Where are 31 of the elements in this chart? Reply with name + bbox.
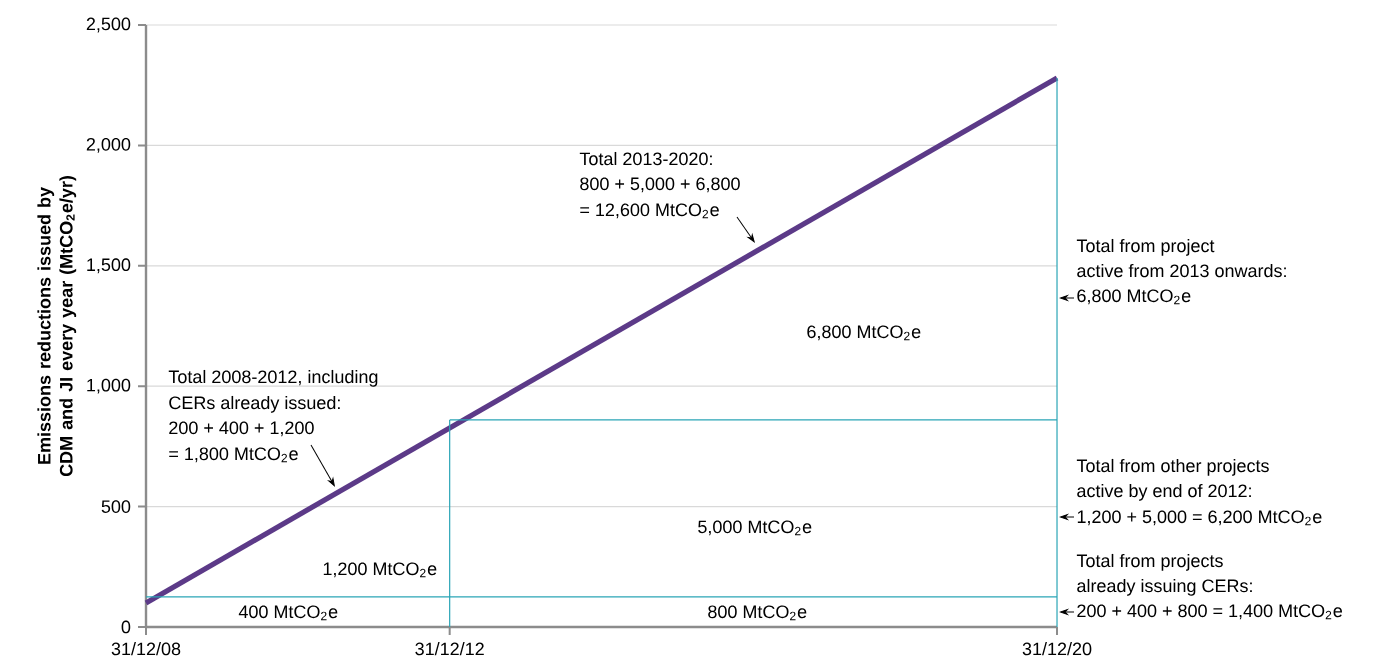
annotation: 400 MtCO$_{2}$e [238,605,338,621]
text: Total from projects [1076,553,1223,571]
y-tick-label: 2,500 [86,17,131,33]
text: 1,200 + 5,000 = 6,200 MtCO$_{2}$e [1077,510,1322,526]
text: active by end of 2012: [1077,483,1251,501]
text: 200 + 400 + 800 = 1,400 MtCO$_{2}$e [1077,604,1343,620]
y-tick-label: 2,000 [86,137,131,153]
annotation: 200 + 400 + 1,200 [169,421,314,437]
y-tick-label: 1,500 [87,258,131,274]
text: Total from other projects [1076,458,1269,476]
annotation: Total 2013-2020: [579,151,712,166]
annotation: = 1,800 MtCO$_{2}$e [169,447,298,463]
y-axis-title: Emissions reductions issued by CDM and JI every year (MtCO$_{2}$e/yr) [37,176,77,477]
y-tick-label: 0 [121,620,131,634]
annotation: 800 MtCO$_{2}$e [708,605,807,621]
y-tick-label: 1,000 [87,378,131,394]
text: Total from project [1076,238,1215,256]
y-tick-label: 500 [101,500,131,513]
annotation: CERs already issued: [169,395,340,413]
annotation: 5,000 MtCO$_{2}$e [698,520,812,536]
annotation: 1,200 MtCO$_{2}$e [323,562,437,578]
annotation: Total 2008-2012, including [168,369,378,387]
annotation: 6,800 MtCO$_{2}$e [807,325,921,341]
text: 6,800 MtCO$_{2}$e [1077,289,1191,305]
x-tick-label: 31/12/08 [111,642,181,656]
text: already issuing CERs: [1077,578,1252,596]
text: active from 2013 onwards: [1077,263,1286,278]
annotation: = 12,600 MtCO$_{2}$e [580,203,719,219]
x-tick-label: 31/12/12 [415,642,484,656]
annotation: 800 + 5,000 + 6,800 [580,177,740,193]
x-tick-label: 31/12/20 [1022,642,1092,656]
